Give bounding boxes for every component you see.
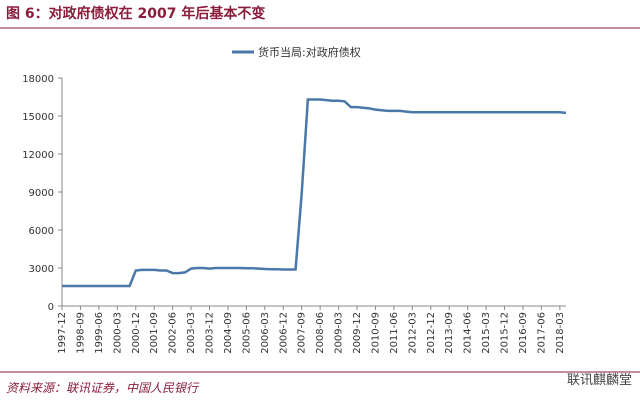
x-tick-label: 1998-09 bbox=[75, 312, 86, 354]
x-tick-label: 1999-06 bbox=[94, 312, 105, 354]
x-tick-label: 1997-12 bbox=[57, 312, 68, 354]
x-tick-label: 2013-09 bbox=[444, 312, 455, 354]
x-tick-label: 2016-09 bbox=[518, 312, 529, 354]
x-tick-label: 2015-12 bbox=[500, 312, 511, 354]
x-tick-label: 2017-06 bbox=[536, 312, 547, 354]
x-tick-label: 2006-12 bbox=[278, 312, 289, 354]
x-tick-label: 2015-03 bbox=[481, 312, 492, 354]
x-tick-label: 2009-12 bbox=[352, 312, 363, 354]
chart-title: 图 6：对政府债权在 2007 年后基本不变 bbox=[6, 5, 265, 22]
y-tick-label: 0 bbox=[48, 302, 54, 313]
y-tick-label: 15000 bbox=[22, 112, 54, 123]
plot: 0 3000 6000 9000 12000 15000 18000 1997-12 1998-… bbox=[22, 74, 567, 354]
x-tick-label: 2010-09 bbox=[370, 312, 381, 354]
x-tick-label: 2001-09 bbox=[149, 312, 160, 354]
x-tick-label: 2003-12 bbox=[205, 312, 216, 354]
x-tick-label: 2005-06 bbox=[241, 312, 252, 354]
x-tick-label: 2012-12 bbox=[426, 312, 437, 354]
y-tick-label: 12000 bbox=[22, 150, 54, 161]
y-tick-label: 6000 bbox=[29, 226, 54, 237]
x-tick-label: 2004-09 bbox=[223, 312, 234, 354]
x-tick-label: 2000-12 bbox=[131, 312, 142, 354]
source: 资料来源：联讯证券，中国人民银行 bbox=[6, 381, 200, 395]
x-tick-label: 2006-03 bbox=[260, 312, 271, 354]
x-tick-label: 2011-06 bbox=[389, 312, 400, 354]
line bbox=[62, 98, 567, 288]
x-tick-label: 2009-03 bbox=[334, 312, 345, 354]
legend-label: 货币当局:对政府债权 bbox=[258, 45, 361, 59]
x-tick-label: 2018-03 bbox=[555, 312, 566, 354]
y-tick-label: 9000 bbox=[29, 188, 54, 199]
x-tick-label: 2012-03 bbox=[407, 312, 418, 354]
x-tick-label: 2008-06 bbox=[315, 312, 326, 354]
x-tick-label: 2000-03 bbox=[112, 312, 123, 354]
x-tick-label: 2003-03 bbox=[186, 312, 197, 354]
x-tick-label: 2014-06 bbox=[463, 312, 474, 354]
y-tick-label: 3000 bbox=[29, 264, 54, 275]
y-tick-label: 18000 bbox=[22, 74, 54, 85]
watermark: 联讯麒麟堂 bbox=[567, 372, 632, 388]
x-tick-label: 2002-06 bbox=[168, 312, 179, 354]
x-tick-label: 2007-09 bbox=[297, 312, 308, 354]
